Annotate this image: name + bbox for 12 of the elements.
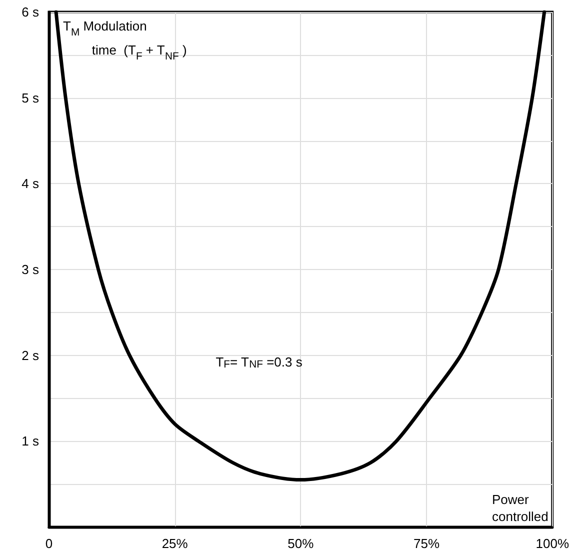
- y-tick-label: 3 s: [22, 262, 40, 277]
- y-tick-label: 2 s: [22, 348, 40, 363]
- x-tick-label: 50%: [288, 536, 314, 551]
- x-axis-title: Power controlled: [492, 492, 548, 524]
- y-tick-label: 4 s: [22, 176, 40, 192]
- x-tick-label: 0: [45, 536, 53, 551]
- x-tick-label: 25%: [162, 536, 188, 551]
- x-tick-label: 75%: [414, 536, 440, 551]
- y-tick-label: 6 s: [22, 4, 40, 20]
- y-tick-label: 5 s: [22, 90, 40, 106]
- y-tick-label: 1 s: [22, 434, 40, 449]
- x-tick-label: 100%: [536, 536, 570, 551]
